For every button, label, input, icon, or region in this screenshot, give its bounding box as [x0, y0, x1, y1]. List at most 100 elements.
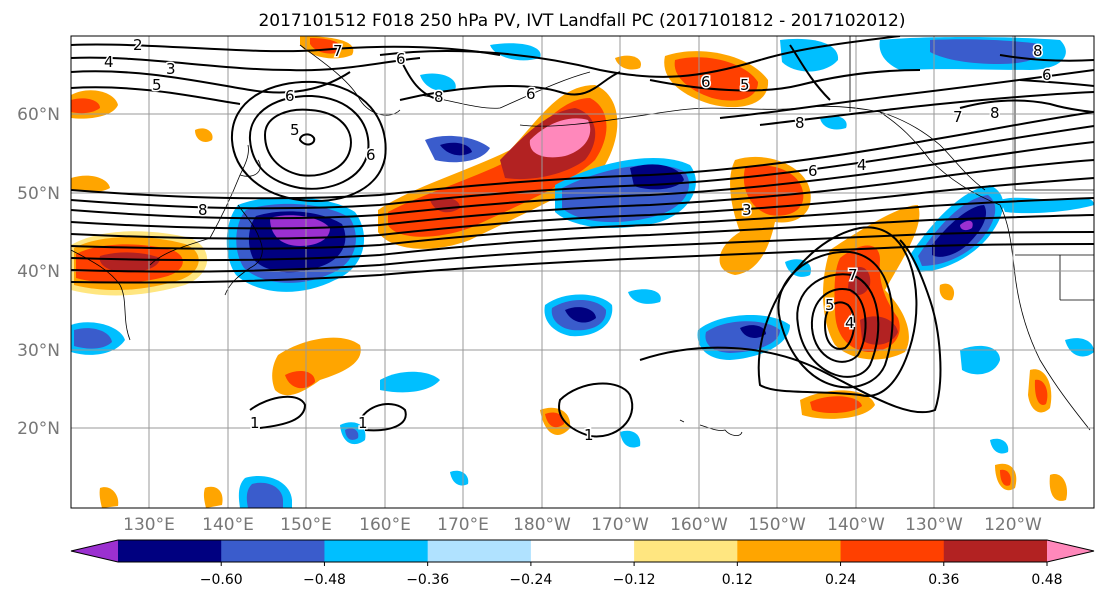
contour-label: 5 — [825, 296, 835, 314]
ivt-contour-line — [999, 54, 1094, 62]
pv-positive-region — [615, 55, 641, 70]
ivt-contour-line — [359, 403, 407, 432]
ivt-contour-line — [639, 239, 942, 414]
ivt-contour-line — [649, 69, 921, 92]
colorbar-segment — [427, 540, 532, 562]
ivt-contour-loop — [263, 108, 352, 177]
lon-label: 180°W — [513, 515, 571, 535]
colorbar-tick-label: −0.12 — [613, 572, 656, 588]
contour-label: 8 — [198, 201, 208, 219]
lon-label: 170°W — [591, 515, 649, 535]
pv-positive-region — [71, 98, 100, 114]
colorbar-extend-low — [71, 540, 118, 562]
pv-positive-region — [1000, 469, 1011, 486]
lon-label: 150°E — [280, 515, 332, 535]
pv-negative-region — [960, 220, 973, 231]
figure-title: 2017101512 F018 250 hPa PV, IVT Landfall… — [258, 11, 905, 31]
ivt-contour-line — [71, 159, 1094, 230]
lat-labels: 60°N 50°N 40°N 30°N 20°N — [17, 105, 60, 439]
contour-label: 5 — [290, 121, 300, 139]
contour-label: 8 — [1033, 42, 1043, 60]
ivt-contour-line — [379, 36, 901, 78]
lon-label: 140°W — [827, 515, 885, 535]
colorbar-segment — [221, 540, 325, 562]
pv-positive-region — [71, 175, 110, 192]
colorbar-tick-label: −0.48 — [303, 572, 346, 588]
contour-label: 7 — [848, 266, 858, 284]
ivt-contour-loop — [558, 382, 634, 438]
ivt-contour-line — [71, 231, 1094, 273]
lon-label: 150°W — [748, 515, 806, 535]
lon-label: 120°W — [984, 515, 1042, 535]
lat-label: 20°N — [17, 419, 60, 439]
contour-label: 6 — [1042, 66, 1052, 84]
ivt-contour-line — [71, 197, 1094, 250]
ivt-contour-line — [399, 71, 621, 101]
contour-label: 1 — [250, 414, 260, 432]
colorbar-extend-high — [1047, 540, 1094, 562]
ivt-contour-line — [759, 91, 1094, 126]
contour-label: 4 — [845, 314, 855, 332]
alaska-panhandle — [879, 111, 986, 191]
ivt-contour-line — [719, 69, 1094, 119]
pv-negative-region — [740, 325, 766, 338]
contour-label: 3 — [742, 201, 752, 219]
lat-label: 50°N — [17, 184, 60, 204]
ivt-contour-loop — [823, 301, 856, 350]
ivt-contour-line — [71, 141, 1094, 220]
ivt-contour-line — [71, 43, 501, 56]
ivt-contour-line — [959, 99, 1094, 113]
pv-positive-region — [529, 118, 591, 158]
contour-label: 6 — [808, 162, 818, 180]
ivt-contour-loop — [796, 273, 880, 378]
pv-positive-region — [545, 412, 565, 428]
lon-label: 130°E — [123, 515, 175, 535]
contour-label: 6 — [366, 146, 376, 164]
ivt-contour-line — [71, 125, 1094, 210]
colorbar-segment — [530, 540, 635, 562]
lon-label: 160°E — [359, 515, 411, 535]
colorbar-outline — [70, 539, 1095, 563]
contour-label: 5 — [152, 76, 162, 94]
ivt-contour-line — [71, 86, 241, 105]
colorbar-segment — [118, 540, 222, 562]
ivt-contour-line — [71, 111, 1094, 200]
contour-label: 7 — [333, 42, 343, 60]
ivt-contour-line — [71, 214, 1094, 262]
pv-positive-region — [203, 486, 223, 508]
ivt-contour-loop — [777, 250, 894, 389]
contour-label: 8 — [990, 104, 1000, 122]
pv-positive-region — [99, 252, 160, 273]
pv-positive-region — [848, 266, 871, 296]
colorbar-tick-label: −0.24 — [509, 572, 552, 588]
contour-label: 6 — [701, 73, 711, 91]
colorbar-segment — [943, 540, 1048, 562]
lon-label: 170°E — [437, 515, 489, 535]
pv-negative-region — [620, 430, 641, 448]
pv-negative-region — [960, 345, 1000, 375]
pv-positive-region — [743, 165, 804, 216]
pv-negative-region — [450, 470, 469, 486]
ivt-contour-line — [249, 395, 307, 429]
pv-negative-region — [246, 482, 283, 508]
ivt-contours — [71, 36, 1094, 438]
map-frame — [70, 35, 1095, 509]
pv-negative-region — [74, 328, 112, 349]
pv-negative-region — [345, 428, 359, 440]
map-panel: 2 4 3 5 6 7 8 6 5 6 6 8 6 5 8 7 8 6 4 6 … — [17, 35, 1095, 535]
ivt-contour-loop — [248, 94, 370, 190]
pv-negative-region — [1065, 338, 1094, 357]
pv-negative-region — [380, 371, 440, 393]
lat-label: 60°N — [17, 105, 60, 125]
colorbar-tick-label: 0.24 — [825, 572, 856, 588]
colorbar-tick-label: 0.12 — [722, 572, 753, 588]
pv-positive-region — [1049, 474, 1068, 501]
pv-negative-region — [990, 438, 1009, 454]
colorbar-tick-label: 0.36 — [928, 572, 959, 588]
ivt-contour-loop — [810, 287, 867, 363]
pv-negative-region — [420, 73, 456, 92]
pv-positive-region — [939, 283, 955, 301]
colorbar-tick-label: −0.36 — [406, 572, 449, 588]
ivt-contour-line — [71, 243, 1094, 284]
pv-negative-region — [565, 307, 596, 323]
